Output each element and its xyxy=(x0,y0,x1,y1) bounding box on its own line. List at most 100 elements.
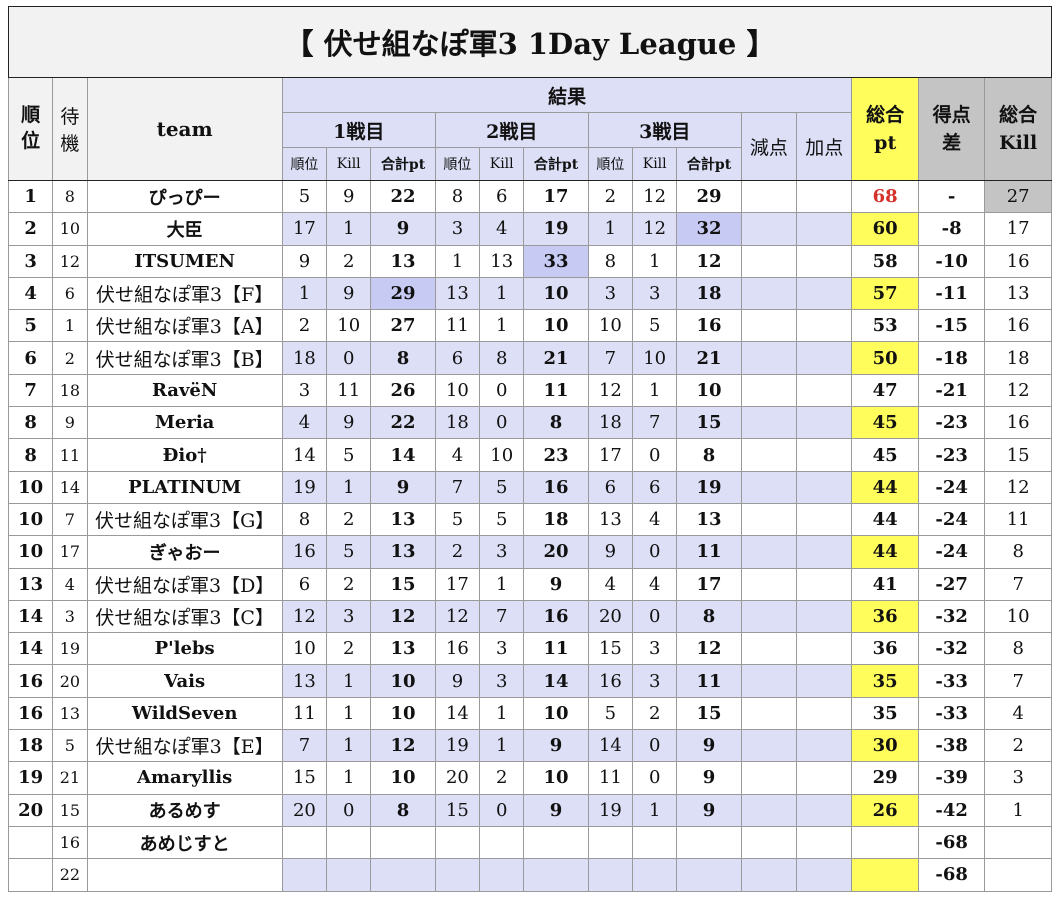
g3-rank-cell: 19 xyxy=(587,793,634,827)
g3-rank-cell: 9 xyxy=(587,535,634,569)
rank-cell: 10 xyxy=(7,470,54,504)
g3-kill-cell: 3 xyxy=(632,632,678,666)
g2-rank-cell: 16 xyxy=(434,632,481,666)
bonus-cell xyxy=(796,696,853,731)
team-name: RavëN xyxy=(86,373,283,408)
g3-total-cell: 11 xyxy=(676,664,742,698)
g2-rank-cell: 18 xyxy=(434,406,481,440)
g1-kill-cell: 1 xyxy=(326,761,372,795)
g1-kill-cell: 9 xyxy=(326,179,372,214)
g1-rank-cell: 20 xyxy=(281,793,328,827)
table-row: 3 12 ITSUMEN 9 2 13 1 13 33 8 1 12 58 -10 16 xyxy=(7,244,1052,278)
total-pt-cell: 58 xyxy=(851,244,919,278)
diff-cell: -32 xyxy=(917,599,986,634)
g3-total-cell: 15 xyxy=(676,696,742,731)
g2-kill-cell: 3 xyxy=(479,664,525,698)
g1-kill-cell: 1 xyxy=(326,696,372,731)
team-name: 伏せ組なぽ軍3【D】 xyxy=(86,567,283,601)
g1-rank-cell: 2 xyxy=(281,309,328,343)
penalty-cell xyxy=(740,793,798,827)
diff-cell: -27 xyxy=(917,567,986,601)
g2-total-cell: 16 xyxy=(523,470,589,504)
g2-rank-cell: 5 xyxy=(434,502,481,537)
g1-rank-cell: 15 xyxy=(281,761,328,795)
g1-rank-cell: 13 xyxy=(281,664,328,698)
subheader-game2-total: 合計pt xyxy=(523,147,589,181)
g3-kill-cell: 6 xyxy=(632,470,678,504)
g3-kill-cell: 10 xyxy=(632,341,678,375)
g1-total-cell xyxy=(370,858,436,892)
g3-rank-cell: 16 xyxy=(587,664,634,698)
g2-total-cell: 16 xyxy=(523,599,589,634)
g3-total-cell xyxy=(676,825,742,860)
g1-kill-cell: 0 xyxy=(326,341,372,375)
diff-cell: -38 xyxy=(917,729,986,763)
g2-kill-cell: 8 xyxy=(479,341,525,375)
team-name: 伏せ組なぽ軍3【G】 xyxy=(86,502,283,537)
g1-kill-cell: 2 xyxy=(326,567,372,601)
team-name: Meria xyxy=(86,406,283,440)
g3-total-cell: 8 xyxy=(676,438,742,472)
total-pt-cell: 45 xyxy=(851,438,919,472)
g3-kill-cell: 1 xyxy=(632,373,678,408)
g1-rank-cell: 19 xyxy=(281,470,328,504)
table-row: 13 4 伏せ組なぽ軍3【D】 6 2 15 17 1 9 4 4 17 41 -27 7 xyxy=(7,567,1052,601)
total-pt-cell: 41 xyxy=(851,567,919,601)
g2-total-cell: 18 xyxy=(523,502,589,537)
table-row: 5 1 伏せ組なぽ軍3【A】 2 10 27 11 1 10 10 5 16 53 -15 16 xyxy=(7,309,1052,343)
g3-kill-cell: 3 xyxy=(632,276,678,311)
diff-cell: -42 xyxy=(917,793,986,827)
bonus-cell xyxy=(796,276,853,311)
g3-rank-cell: 3 xyxy=(587,276,634,311)
total-kill-cell: 1 xyxy=(984,793,1052,827)
rank-cell: 14 xyxy=(7,632,54,666)
bonus-cell xyxy=(796,793,853,827)
g1-total-cell xyxy=(370,825,436,860)
table-row: 4 6 伏せ組なぽ軍3【F】 1 9 29 13 1 10 3 3 18 57 -11 13 xyxy=(7,276,1052,311)
g2-kill-cell: 1 xyxy=(479,567,525,601)
table-row: 8 11 Ðio† 14 5 14 4 10 23 17 0 8 45 -23 15 xyxy=(7,438,1052,472)
g1-rank-cell: 7 xyxy=(281,729,328,763)
g2-total-cell: 9 xyxy=(523,567,589,601)
g3-total-cell: 16 xyxy=(676,309,742,343)
g1-rank-cell: 6 xyxy=(281,567,328,601)
team-name: 大臣 xyxy=(86,212,283,246)
g2-rank-cell xyxy=(434,858,481,892)
g2-rank-cell: 6 xyxy=(434,341,481,375)
total-pt-cell: 36 xyxy=(851,599,919,634)
diff-cell: -39 xyxy=(917,761,986,795)
bonus-cell xyxy=(796,599,853,634)
bonus-cell xyxy=(796,825,853,860)
wait-cell: 21 xyxy=(52,761,88,795)
g2-kill-cell: 1 xyxy=(479,729,525,763)
g3-kill-cell: 0 xyxy=(632,729,678,763)
table-row: 10 7 伏せ組なぽ軍3【G】 8 2 13 5 5 18 13 4 13 44 -24 11 xyxy=(7,502,1052,537)
diff-cell: -11 xyxy=(917,276,986,311)
team-name: PLATINUM xyxy=(86,470,283,504)
g2-total-cell: 21 xyxy=(523,341,589,375)
g1-total-cell: 13 xyxy=(370,632,436,666)
g2-kill-cell: 5 xyxy=(479,502,525,537)
g1-rank-cell: 16 xyxy=(281,535,328,569)
penalty-cell xyxy=(740,276,798,311)
diff-cell: -18 xyxy=(917,341,986,375)
total-pt-cell xyxy=(851,858,919,892)
wait-cell: 17 xyxy=(52,535,88,569)
bonus-cell xyxy=(796,729,853,763)
wait-cell: 9 xyxy=(52,406,88,440)
g2-kill-cell: 1 xyxy=(479,309,525,343)
page-title: 【 伏せ組なぽ軍3 1Day League 】 xyxy=(8,6,1052,78)
wait-cell: 4 xyxy=(52,567,88,601)
total-kill-cell: 11 xyxy=(984,502,1052,537)
rank-cell: 7 xyxy=(7,373,54,408)
penalty-cell xyxy=(740,599,798,634)
g3-rank-cell: 18 xyxy=(587,406,634,440)
g2-kill-cell: 4 xyxy=(479,212,525,246)
g2-kill-cell: 0 xyxy=(479,373,525,408)
g2-total-cell: 8 xyxy=(523,406,589,440)
penalty-cell xyxy=(740,212,798,246)
g1-total-cell: 13 xyxy=(370,535,436,569)
g1-kill-cell: 1 xyxy=(326,212,372,246)
g3-rank-cell: 11 xyxy=(587,761,634,795)
wait-cell: 20 xyxy=(52,664,88,698)
